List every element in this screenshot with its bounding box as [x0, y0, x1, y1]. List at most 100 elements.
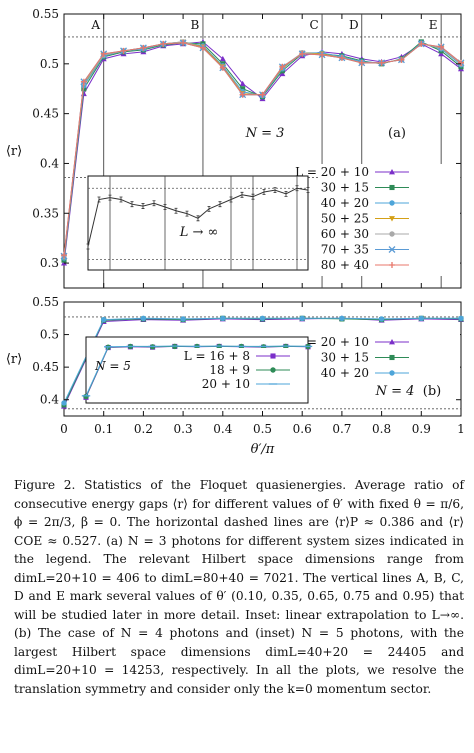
panel-a-ytick-label-1: 0.35 — [32, 206, 59, 220]
panel-b-legend-label-0: L = 20 + 10 — [295, 335, 369, 349]
panel-b-xtick-label-0: 0 — [60, 422, 68, 436]
panel-a-annotation: N = 3 — [245, 126, 285, 141]
panel-a-series-point-6-2 — [100, 50, 107, 57]
panel-a-ylabel: ⟨r⟩ — [6, 144, 22, 159]
inset-b-legend-label-2: 20 + 10 — [202, 377, 250, 391]
panel-a-series-point-6-1 — [80, 78, 87, 85]
panel-a-legend-label-6: 80 + 40 — [321, 258, 369, 272]
panel-a-legend-marker-6 — [389, 262, 395, 268]
panel-b-series-point-2-10 — [458, 315, 464, 321]
panel-b-legend-label-1: 30 + 15 — [321, 351, 369, 365]
panel-a-legend-marker-5 — [388, 246, 396, 253]
inset-b-legend-label-0: L = 16 + 8 — [184, 349, 250, 363]
panel-a-series-point-6-16 — [378, 59, 385, 66]
inset-a-series-point-0-6 — [152, 200, 156, 207]
inset-a-series-point-0-17 — [273, 187, 277, 193]
panel-a-vline-label-1: B — [191, 18, 200, 32]
panel-a-legend-label-4: 60 + 30 — [321, 227, 369, 241]
inset-a-series-point-0-10 — [196, 215, 200, 222]
inset-a-series-point-0-9 — [185, 210, 189, 217]
inset-a-series-point-0-5 — [141, 203, 145, 209]
panel-a-series-point-6-4 — [140, 44, 147, 51]
panel-a-series-point-6-10 — [259, 91, 266, 98]
inset-b-annotation: N = 5 — [94, 359, 131, 373]
panel-a-legend-marker-3 — [389, 216, 395, 222]
panel-b-series-point-2-1 — [101, 316, 107, 323]
panel-a-ytick-label-5: 0.55 — [32, 7, 59, 21]
inset-a-series-point-0-0 — [86, 243, 90, 250]
inset-a-series-point-0-12 — [218, 201, 222, 208]
panel-a-series-point-6-0 — [61, 252, 67, 259]
inset-a-series-point-0-13 — [229, 196, 233, 203]
panel-b-xtick-label-9: 0.9 — [412, 422, 431, 436]
panel-a-series-point-6-9 — [239, 91, 246, 98]
inset-a-series-point-0-20 — [306, 187, 310, 193]
panel-b-xlabel: θ′/π — [251, 442, 275, 457]
panel-a-series-point-6-12 — [299, 50, 306, 57]
panel-a-series-point-1-9 — [240, 86, 246, 92]
panel-a-series-point-6-11 — [279, 63, 286, 70]
panel-b-xtick-label-4: 0.4 — [213, 422, 232, 436]
panel-b-xtick-label-10: 1 — [457, 422, 465, 436]
panel-a-series-point-6-8 — [219, 64, 226, 71]
panel-a-ytick-label-3: 0.45 — [32, 107, 59, 121]
figure-caption: Figure 2. Statistics of the Floquet quas… — [14, 476, 464, 698]
panel-a-legend-label-5: 70 + 35 — [321, 243, 369, 257]
panel-a-legend-marker-4 — [389, 231, 395, 237]
panel-a-vline-label-2: C — [309, 18, 318, 32]
inset-b-legend-marker-0 — [270, 353, 276, 359]
panel-b-xtick-label-2: 0.2 — [134, 422, 153, 436]
panel-a-series-point-6-17 — [398, 56, 405, 63]
figure: A B C D E 0.3 0.35 0.4 0.45 0.5 0.55 ⟨r⟩ N = 3 (a) L =… — [6, 7, 465, 457]
panel-a-series-point-6-20 — [458, 59, 464, 66]
inset-a-series-point-0-1 — [97, 196, 101, 203]
panel-b-series-point-2-0 — [61, 400, 67, 406]
panel-b-legend-label-2: 40 + 20 — [321, 366, 369, 380]
panel-b-xtick-label-1: 0.1 — [94, 422, 113, 436]
panel-b-legend-marker-0 — [389, 339, 395, 345]
panel-a-series-point-6-5 — [160, 40, 167, 47]
panel-a-series-point-6-7 — [199, 44, 206, 51]
panel-b-legend-marker-1 — [389, 354, 395, 361]
panel-b-ytick-label-0: 0.4 — [40, 393, 59, 407]
panel-a-series-point-6-15 — [358, 59, 365, 66]
panel-b-ytick-label-3: 0.55 — [32, 295, 59, 309]
panel-a-legend-label-2: 40 + 20 — [321, 196, 369, 210]
panel-a-ytick-label-4: 0.5 — [40, 57, 59, 71]
inset-a-series-point-0-3 — [119, 196, 123, 203]
panel-b-series-point-2-8 — [378, 316, 385, 322]
panel-b-series-point-2-7 — [339, 315, 345, 321]
panel-a-series-point-6-13 — [319, 51, 326, 58]
panel-b-series-point-2-9 — [418, 315, 424, 321]
panel-a-vline-label-3: D — [349, 18, 359, 32]
inset-a-annotation: L → ∞ — [179, 225, 219, 240]
inset-b-legend-label-1: 18 + 9 — [209, 363, 250, 377]
inset-a-series-point-0-14 — [240, 191, 244, 198]
inset-b-legend-marker-1 — [270, 367, 276, 373]
panel-a-series-point-6-18 — [418, 40, 425, 47]
panel-b-ylabel: ⟨r⟩ — [6, 352, 22, 367]
panel-b-series-point-2-6 — [299, 315, 305, 321]
panel-b-xtick-label-6: 0.6 — [293, 422, 312, 436]
panel-a-legend-bg — [318, 164, 460, 276]
panel-a-legend-label-3: 50 + 25 — [321, 212, 369, 226]
panel-b-annotation: N = 4 — [375, 384, 415, 399]
panel-a-series-point-0-9 — [239, 80, 246, 87]
inset-a-series-point-0-4 — [130, 201, 134, 208]
caption-text: Figure 2. Statistics of the Floquet quas… — [14, 478, 464, 696]
inset-a-series-point-0-7 — [163, 204, 167, 210]
panel-b-label: (b) — [423, 384, 441, 399]
inset-a-series-point-0-15 — [251, 193, 255, 200]
panel-a-legend-marker-0 — [389, 169, 395, 175]
panel-a-series-point-0-8 — [219, 55, 226, 62]
inset-a-series-point-0-8 — [174, 207, 178, 214]
inset-a-series-point-0-2 — [108, 194, 112, 201]
panel-a-series-point-6-6 — [180, 39, 187, 46]
panel-a-label: (a) — [388, 126, 406, 141]
panel-b-series-point-2-5 — [259, 315, 266, 321]
inset-a-series-point-0-11 — [207, 206, 211, 212]
panel-a-legend-marker-1 — [389, 184, 395, 191]
inset-a-series-point-0-19 — [295, 185, 299, 192]
panel-b-legend-marker-2 — [389, 370, 395, 376]
panel-a-legend-marker-2 — [389, 200, 395, 206]
